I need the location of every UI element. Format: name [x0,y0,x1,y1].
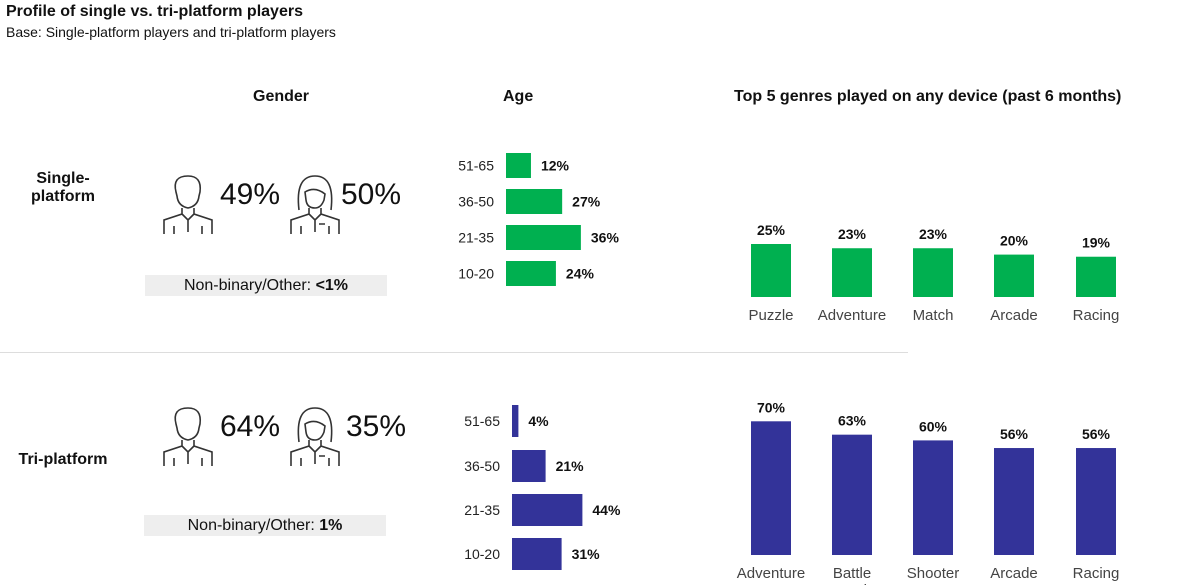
age-value-label: 24% [566,266,595,282]
genre-value-label: 56% [1082,426,1111,442]
age-header: Age [503,88,534,105]
genre-category-label: Match [913,307,954,324]
genre-category-label: Racing [1073,565,1120,582]
age-tick-label: 36-50 [464,458,500,474]
nonbinary-label: Non-binary/Other: 1% [144,515,386,536]
genre-value-label: 23% [838,226,867,242]
male-percent: 64% [220,410,281,443]
age-value-label: 44% [592,502,621,518]
genre-bar [994,254,1034,297]
age-bar [506,189,563,214]
male-icon [163,175,213,234]
nonbinary-label: Non-binary/Other: <1% [145,275,387,296]
genre-value-label: 20% [1000,233,1029,249]
genre-category-label: Battle [833,565,871,582]
age-tick-label: 21-35 [464,502,500,518]
genre-category-label: Royale [829,582,876,585]
genre-category-label: Adventure [737,565,805,582]
genre-bar [1076,448,1116,555]
genre-bar [751,244,791,297]
row-label-tri: Tri-platform [18,451,108,468]
age-tick-label: 36-50 [458,194,494,210]
genre-category-label: Adventure [818,307,886,324]
genre-bar [832,434,872,555]
genres-header: Top 5 genres played on any device (past … [734,88,1122,105]
genre-value-label: 25% [757,222,786,238]
age-tick-label: 51-65 [464,413,500,429]
age-value-label: 12% [541,158,570,174]
age-bar [512,405,519,437]
genre-category-label: Racing [1073,307,1120,324]
male-icon [163,407,213,466]
age-bar [506,225,581,250]
genre-category-label: Arcade [990,565,1038,582]
age-value-label: 36% [591,230,620,246]
chart-subtitle: Base: Single-platform players and tri-pl… [6,24,336,40]
chart-title: Profile of single vs. tri-platform playe… [6,3,303,20]
age-bar [512,538,562,570]
age-value-label: 27% [572,194,601,210]
genre-value-label: 60% [919,418,948,434]
age-bar [512,450,546,482]
age-bar [506,261,556,286]
gender-header: Gender [253,88,310,105]
genre-bar [1076,256,1116,297]
genre-value-label: 19% [1082,235,1111,251]
female-percent: 35% [346,410,407,443]
genre-bar [913,248,953,297]
age-tick-label: 21-35 [458,230,494,246]
genre-category-label: Arcade [990,307,1038,324]
age-bar [506,153,531,178]
genre-value-label: 63% [838,413,867,429]
age-tick-label: 51-65 [458,158,494,174]
male-percent: 49% [220,178,281,211]
female-percent: 50% [341,178,402,211]
age-value-label: 21% [556,458,585,474]
age-tick-label: 10-20 [464,546,500,562]
age-value-label: 4% [528,413,549,429]
row-divider [0,352,908,353]
genre-value-label: 70% [757,399,786,415]
genre-bar [994,448,1034,555]
row-label-single: Single-platform [31,170,95,205]
female-icon [290,175,340,234]
genre-bar [751,421,791,555]
genre-bar [832,248,872,297]
age-tick-label: 10-20 [458,266,494,282]
genre-value-label: 23% [919,226,948,242]
age-value-label: 31% [572,546,601,562]
genre-bar [913,440,953,555]
age-bar [512,494,583,526]
female-icon [290,407,340,466]
genre-category-label: Puzzle [748,307,793,324]
genre-value-label: 56% [1000,426,1029,442]
genre-category-label: Shooter [907,565,960,582]
